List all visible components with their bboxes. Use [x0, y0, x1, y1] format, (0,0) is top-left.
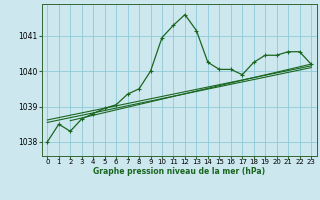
X-axis label: Graphe pression niveau de la mer (hPa): Graphe pression niveau de la mer (hPa): [93, 167, 265, 176]
